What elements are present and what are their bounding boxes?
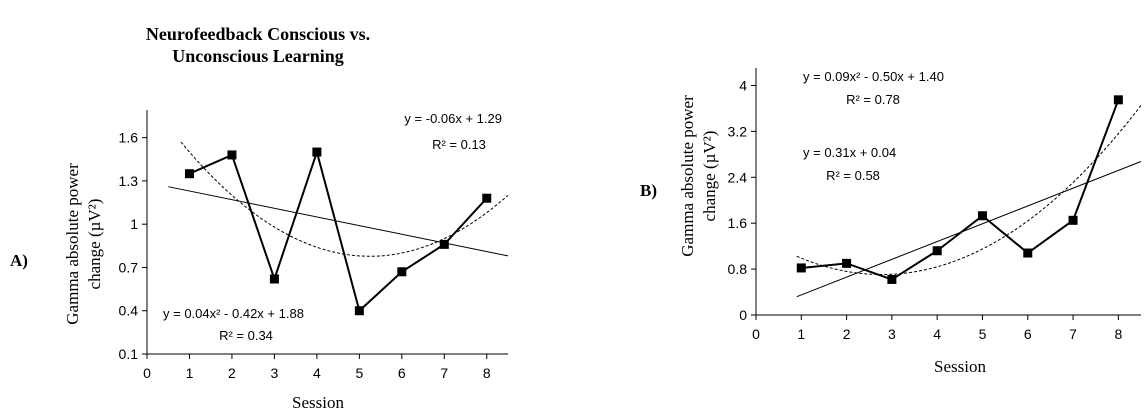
chart-a-title-line2: Unconscious Learning xyxy=(172,46,344,66)
chart-b-y-tick-label: 1.6 xyxy=(728,215,748,231)
panel-b: B) Gamma absolute power change (µV²) 0 0.… xyxy=(640,68,1142,376)
chart-a-poly-equation: y = 0.04x² - 0.42x + 1.88 xyxy=(163,306,304,321)
chart-a-data-point xyxy=(184,169,194,179)
chart-b-series xyxy=(796,95,1123,284)
chart-b-x-tick-label: 2 xyxy=(843,326,851,342)
chart-b-data-point xyxy=(932,246,942,256)
chart-a-title-line1: Neurofeedback Conscious vs. xyxy=(146,24,370,44)
chart-b-x-tick-label: 8 xyxy=(1114,326,1122,342)
chart-a-ylabel-line2: change (µV²) xyxy=(85,199,104,290)
chart-a-data-point xyxy=(227,150,237,160)
chart-b-xlabel: Session xyxy=(934,357,986,376)
chart-b-poly-equation: y = 0.09x² - 0.50x + 1.40 xyxy=(803,69,944,84)
chart-b-series-line xyxy=(801,99,1120,281)
chart-a-y-tick-label: 1.6 xyxy=(119,130,139,146)
chart-a-trendlines xyxy=(168,141,509,257)
chart-a-x-tick-label: 0 xyxy=(143,365,151,381)
chart-a-linear-r2: R² = 0.13 xyxy=(432,137,486,152)
chart-a-x-tick-label: 1 xyxy=(186,365,194,381)
chart-a-y-tick-label: 0.1 xyxy=(119,346,139,362)
chart-b-x-tick-label: 0 xyxy=(752,326,760,342)
chart-a-linear-equation: y = -0.06x + 1.29 xyxy=(404,111,502,126)
chart-a-x-tick-label: 6 xyxy=(398,365,406,381)
chart-b-y-axis-ticks: 0 0.8 1.6 2.4 3.2 4 xyxy=(728,68,757,323)
chart-a-data-point xyxy=(397,267,407,277)
chart-a-y-tick-label: 1 xyxy=(130,216,138,232)
chart-a-y-tick-label: 0.7 xyxy=(119,259,139,275)
chart-b-x-tick-label: 7 xyxy=(1069,326,1077,342)
chart-b-data-point xyxy=(1113,95,1123,105)
chart-b-poly-trendline xyxy=(796,105,1142,276)
chart-a-linear-trendline xyxy=(168,186,509,257)
chart-b-linear-equation: y = 0.31x + 0.04 xyxy=(803,145,896,160)
chart-b-x-tick-label: 6 xyxy=(1024,326,1032,342)
chart-b-y-tick-label: 4 xyxy=(739,77,747,93)
chart-a-series xyxy=(184,147,492,316)
chart-b-x-tick-label: 4 xyxy=(933,326,941,342)
chart-a-x-tick-label: 2 xyxy=(228,365,236,381)
chart-b-y-tick-label: 0.8 xyxy=(728,261,748,277)
chart-b-x-tick-label: 3 xyxy=(888,326,896,342)
chart-b-data-point xyxy=(887,274,897,284)
chart-a-ylabel-line1: Gamma absolute power xyxy=(63,163,82,325)
chart-a-x-axis-ticks: 0 1 2 3 4 5 6 7 8 xyxy=(143,353,508,381)
chart-a-data-point xyxy=(482,193,492,203)
chart-b-linear-trendline xyxy=(796,161,1142,298)
chart-a-y-axis-ticks: 0.1 0.4 0.7 1 1.3 1.6 xyxy=(119,110,148,362)
chart-b-data-point xyxy=(1068,215,1078,225)
chart-b-panel-label: B) xyxy=(640,181,657,200)
chart-b-data-point xyxy=(977,211,987,221)
chart-a-panel-label: A) xyxy=(10,251,28,270)
chart-a-y-tick-label: 1.3 xyxy=(119,173,139,189)
chart-a-x-tick-label: 4 xyxy=(313,365,321,381)
chart-a-x-tick-label: 5 xyxy=(355,365,363,381)
chart-b-ylabel-line1: Gamma absolute power xyxy=(678,95,697,257)
chart-b-x-axis-ticks: 0 1 2 3 4 5 6 7 8 xyxy=(752,314,1141,342)
chart-a-data-point xyxy=(269,274,279,284)
chart-b-data-point xyxy=(796,263,806,273)
chart-a-data-point xyxy=(354,306,364,316)
chart-b-trendlines xyxy=(796,105,1142,298)
chart-a-y-tick-label: 0.4 xyxy=(119,303,139,319)
chart-b-y-tick-label: 3.2 xyxy=(728,123,748,139)
chart-b-linear-r2: R² = 0.58 xyxy=(826,168,880,183)
chart-b-data-point xyxy=(1023,248,1033,258)
chart-b-x-tick-label: 1 xyxy=(797,326,805,342)
chart-a-x-tick-label: 8 xyxy=(483,365,491,381)
chart-a-x-tick-label: 7 xyxy=(440,365,448,381)
chart-a-x-tick-label: 3 xyxy=(271,365,279,381)
chart-a-poly-r2: R² = 0.34 xyxy=(219,328,273,343)
chart-a-xlabel: Session xyxy=(292,393,344,412)
chart-a-series-line xyxy=(189,148,488,313)
chart-b-y-tick-label: 0 xyxy=(739,307,747,323)
chart-a-data-point xyxy=(439,239,449,249)
chart-b-x-tick-label: 5 xyxy=(979,326,987,342)
chart-b-poly-r2: R² = 0.78 xyxy=(846,92,900,107)
chart-a-data-point xyxy=(312,147,322,157)
chart-b-data-point xyxy=(842,258,852,268)
panel-a: Neurofeedback Conscious vs. Unconscious … xyxy=(10,24,509,412)
chart-b-ylabel-line2: change (µV²) xyxy=(700,131,719,222)
chart-b-y-tick-label: 2.4 xyxy=(728,169,748,185)
